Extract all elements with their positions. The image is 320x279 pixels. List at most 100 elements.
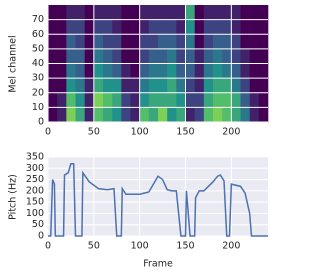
x-tick-label: 0: [45, 241, 51, 252]
heatmap-cell: [66, 34, 76, 50]
heatmap-cell: [121, 78, 131, 94]
heatmap-cell: [66, 5, 76, 20]
heatmap-cell: [66, 92, 76, 108]
y-tick-label: 70: [32, 14, 44, 25]
y-tick-label: 250: [26, 174, 44, 185]
heatmap-cell: [203, 34, 214, 50]
heatmap-cell: [167, 92, 177, 108]
heatmap-cell: [130, 5, 140, 20]
heatmap-cell: [176, 19, 186, 35]
heatmap-cell: [75, 92, 85, 108]
heatmap-cell: [176, 92, 186, 108]
y-tick-label: 60: [32, 29, 44, 40]
heatmap-cell: [185, 107, 195, 123]
heatmap-cell: [240, 78, 250, 94]
heatmap-cell: [75, 34, 85, 50]
heatmap-cell: [75, 5, 85, 20]
heatmap-cell: [75, 48, 85, 64]
heatmap-cell: [222, 107, 232, 123]
heatmap-cell: [130, 107, 140, 123]
pitch-line: [48, 163, 268, 237]
heatmap-cell: [121, 34, 131, 50]
heatmap-cell: [213, 78, 223, 94]
heatmap-cell: [84, 5, 95, 20]
y-tick-label: 150: [26, 197, 44, 208]
heatmap-cell: [103, 5, 113, 20]
heatmap-cell: [167, 78, 177, 94]
plot-background: [48, 157, 268, 236]
heatmap-cell: [103, 48, 113, 64]
heatmap-cell: [48, 48, 58, 64]
heatmap-cell: [148, 19, 159, 35]
heatmap-cell: [66, 78, 76, 94]
heatmap-cell: [158, 19, 168, 35]
heatmap-cell: [240, 48, 250, 64]
heatmap-cell: [203, 5, 214, 20]
heatmap-cell: [203, 63, 214, 79]
heatmap-cell: [231, 92, 241, 108]
heatmap-cell: [231, 63, 241, 79]
heatmap-cell: [258, 63, 269, 79]
heatmap-cell: [194, 78, 205, 94]
heatmap-cell: [130, 34, 140, 50]
heatmap-cell: [249, 107, 260, 123]
heatmap-cell: [194, 92, 205, 108]
heatmap-cell: [48, 5, 58, 20]
heatmap-cell: [258, 5, 269, 20]
x-tick-label: 200: [222, 241, 240, 252]
heatmap-cell: [222, 92, 232, 108]
x-tick-label: 150: [176, 127, 194, 138]
heatmap-cell: [213, 19, 223, 35]
heatmap-cell: [258, 19, 269, 35]
x-tick-label: 150: [176, 241, 194, 252]
heatmap-cell: [48, 19, 58, 35]
heatmap-cell: [222, 78, 232, 94]
heatmap-cell: [84, 34, 95, 50]
heatmap-cell: [75, 63, 85, 79]
heatmap-cell: [231, 48, 241, 64]
heatmap-cell: [75, 19, 85, 35]
heatmap-cell: [66, 63, 76, 79]
heatmap-cell: [112, 19, 122, 35]
heatmap-cell: [176, 34, 186, 50]
heatmap-cell: [84, 48, 95, 64]
heatmap-cell: [213, 48, 223, 64]
y-axis-label: Pitch (Hz): [8, 174, 19, 220]
heatmap-cell: [112, 78, 122, 94]
heatmap-cell: [148, 48, 159, 64]
heatmap-cell: [84, 107, 95, 123]
heatmap-cell: [167, 5, 177, 20]
heatmap-cell: [213, 107, 223, 123]
heatmap-cell: [121, 107, 131, 123]
heatmap-cell: [93, 78, 104, 94]
heatmap-cell: [103, 63, 113, 79]
heatmap-cell: [176, 63, 186, 79]
heatmap-cell: [103, 34, 113, 50]
heatmap-cell: [48, 63, 58, 79]
heatmap-cell: [240, 19, 250, 35]
heatmap-cell: [194, 19, 205, 35]
heatmap-cell: [158, 5, 168, 20]
heatmap-cell: [57, 19, 67, 35]
x-tick-label: 0: [45, 127, 51, 138]
heatmap-cell: [240, 63, 250, 79]
heatmap-cell: [167, 48, 177, 64]
heatmap-cell: [112, 34, 122, 50]
heatmap-cell: [48, 34, 58, 50]
heatmap-cell: [103, 107, 113, 123]
heatmap-cell: [48, 92, 58, 108]
heatmap-cell: [185, 5, 195, 20]
heatmap-cell: [185, 34, 195, 50]
heatmap-cell: [112, 107, 122, 123]
heatmap-cell: [158, 92, 168, 108]
heatmap-cell: [222, 5, 232, 20]
y-axis-label: Mel channel: [8, 35, 19, 92]
y-tick-label: 10: [32, 102, 44, 113]
x-tick-label: 100: [131, 127, 149, 138]
heatmap-cell: [139, 92, 150, 108]
heatmap-cell: [57, 34, 67, 50]
heatmap-cell: [158, 63, 168, 79]
heatmap-cell: [203, 19, 214, 35]
heatmap-cell: [167, 19, 177, 35]
heatmap-cell: [231, 107, 241, 123]
